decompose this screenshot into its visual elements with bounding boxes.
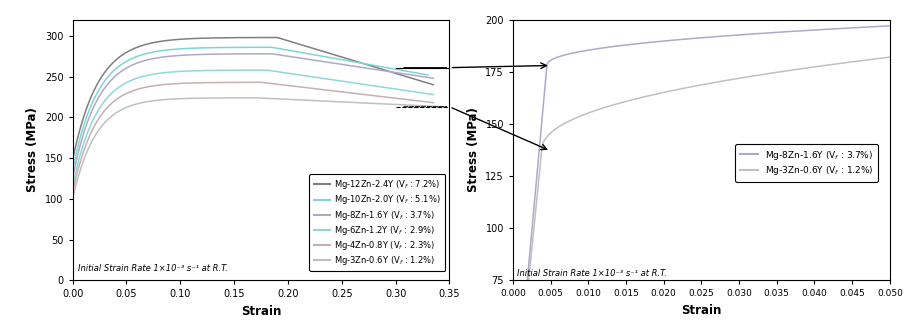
Text: Initial Strain Rate 1×10⁻³ s⁻¹ at R.T.: Initial Strain Rate 1×10⁻³ s⁻¹ at R.T. <box>517 269 666 278</box>
X-axis label: Strain: Strain <box>241 305 281 318</box>
Y-axis label: Stress (MPa): Stress (MPa) <box>26 108 39 192</box>
Legend: Mg-12Zn-2.4Y (V$_f$ : 7.2%), Mg-10Zn-2.0Y (V$_f$ : 5.1%), Mg-8Zn-1.6Y (V$_f$ : 3: Mg-12Zn-2.4Y (V$_f$ : 7.2%), Mg-10Zn-2.0… <box>310 174 445 271</box>
X-axis label: Strain: Strain <box>681 304 722 317</box>
Text: Initial Strain Rate 1×10⁻³ s⁻¹ at R.T.: Initial Strain Rate 1×10⁻³ s⁻¹ at R.T. <box>78 264 228 273</box>
Legend: Mg-8Zn-1.6Y (V$_f$ : 3.7%), Mg-3Zn-0.6Y (V$_f$ : 1.2%): Mg-8Zn-1.6Y (V$_f$ : 3.7%), Mg-3Zn-0.6Y … <box>735 144 878 182</box>
Y-axis label: Stress (MPa): Stress (MPa) <box>467 108 479 192</box>
